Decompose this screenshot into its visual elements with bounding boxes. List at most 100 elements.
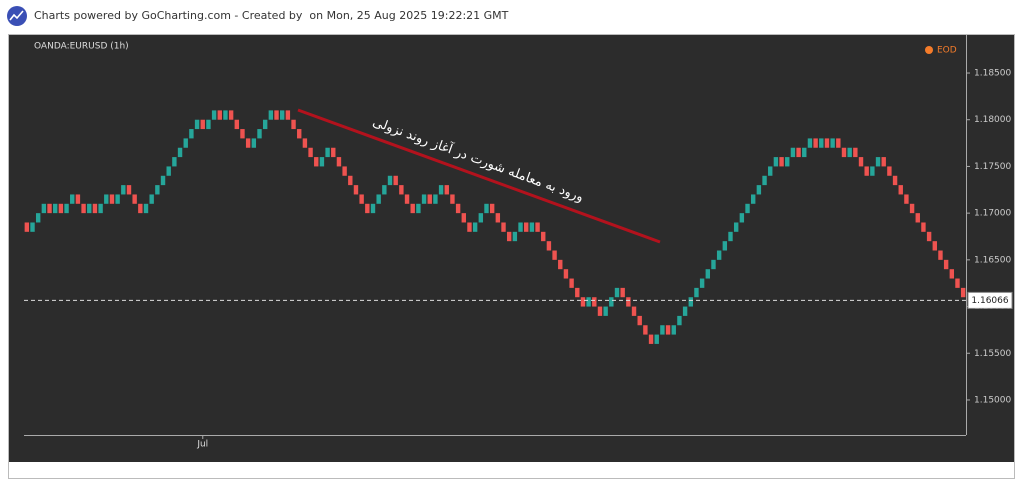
brick xyxy=(427,194,432,204)
brick xyxy=(325,147,330,158)
brick xyxy=(285,110,291,120)
brick xyxy=(200,119,205,130)
brick xyxy=(626,297,631,307)
brick xyxy=(115,194,120,204)
brick xyxy=(183,138,188,148)
brick xyxy=(745,203,750,214)
brick xyxy=(541,231,546,242)
brick xyxy=(228,110,234,120)
logo-icon xyxy=(9,10,24,21)
brick xyxy=(47,203,52,214)
brick xyxy=(217,110,222,120)
brick xyxy=(189,129,194,139)
brick xyxy=(875,157,881,167)
brick xyxy=(81,203,86,214)
brick xyxy=(665,325,671,335)
brick xyxy=(699,278,705,288)
brick xyxy=(756,185,762,195)
brick xyxy=(643,325,648,335)
brick xyxy=(932,241,937,251)
brick xyxy=(489,203,495,214)
brick xyxy=(24,222,30,232)
brick xyxy=(461,213,466,223)
brick xyxy=(535,222,540,232)
brick xyxy=(206,119,211,130)
last-price-box xyxy=(967,291,1013,309)
brick xyxy=(887,166,892,176)
brick xyxy=(728,231,733,242)
brick xyxy=(143,203,149,214)
brick xyxy=(609,297,614,307)
brick xyxy=(580,297,586,307)
x-tick-label: Jul xyxy=(196,440,208,450)
brick xyxy=(467,222,472,232)
brick xyxy=(802,147,807,158)
brick xyxy=(404,194,410,204)
brick xyxy=(563,269,569,279)
brick xyxy=(308,147,313,158)
brick xyxy=(614,287,620,298)
brick xyxy=(711,259,716,270)
brick xyxy=(671,325,676,335)
brick xyxy=(370,203,376,214)
brick xyxy=(279,110,285,120)
brick xyxy=(245,138,251,148)
brick xyxy=(768,166,773,176)
symbol-label: OANDA:EURUSD (1h) xyxy=(34,42,129,52)
brick xyxy=(955,278,960,288)
brick xyxy=(484,203,489,214)
brick xyxy=(450,194,455,204)
brick xyxy=(314,157,319,167)
legend-marker xyxy=(925,46,933,54)
brick xyxy=(382,185,387,195)
brick xyxy=(348,175,353,186)
brick xyxy=(353,185,359,195)
brick xyxy=(864,166,869,176)
brick xyxy=(444,185,449,195)
brick xyxy=(733,222,739,232)
brick xyxy=(393,175,398,186)
brick xyxy=(773,157,779,167)
brick xyxy=(104,194,109,204)
y-tick-label: 1.16500 xyxy=(974,255,1011,265)
brick xyxy=(223,110,228,120)
brick xyxy=(365,203,370,214)
brick xyxy=(575,287,580,298)
brick xyxy=(126,185,132,195)
brick xyxy=(132,194,137,204)
brick xyxy=(926,231,932,242)
brick xyxy=(331,147,336,158)
brick xyxy=(796,147,801,158)
brick xyxy=(177,147,183,158)
brick xyxy=(779,157,784,167)
y-tick-label: 1.15000 xyxy=(974,395,1011,405)
brick xyxy=(433,194,438,204)
brick xyxy=(518,222,523,232)
brick xyxy=(336,157,342,167)
brick xyxy=(160,175,166,186)
brick xyxy=(268,110,274,120)
brick xyxy=(836,138,841,148)
brick xyxy=(552,250,557,260)
brick xyxy=(251,138,257,148)
brick xyxy=(416,203,421,214)
brick xyxy=(960,287,966,298)
brick xyxy=(943,259,949,270)
brick xyxy=(603,306,608,316)
brick xyxy=(529,222,535,232)
brick xyxy=(98,203,103,214)
brick xyxy=(881,157,886,167)
brick xyxy=(472,222,478,232)
brick xyxy=(421,194,427,204)
brick xyxy=(342,166,347,176)
brick xyxy=(87,203,92,214)
brick xyxy=(211,110,217,120)
brick xyxy=(739,213,745,223)
brick xyxy=(637,315,642,326)
brick xyxy=(359,194,364,204)
brick xyxy=(257,129,262,139)
brick xyxy=(631,306,637,316)
brick xyxy=(762,175,767,186)
brick xyxy=(455,203,461,214)
brick xyxy=(64,203,69,214)
